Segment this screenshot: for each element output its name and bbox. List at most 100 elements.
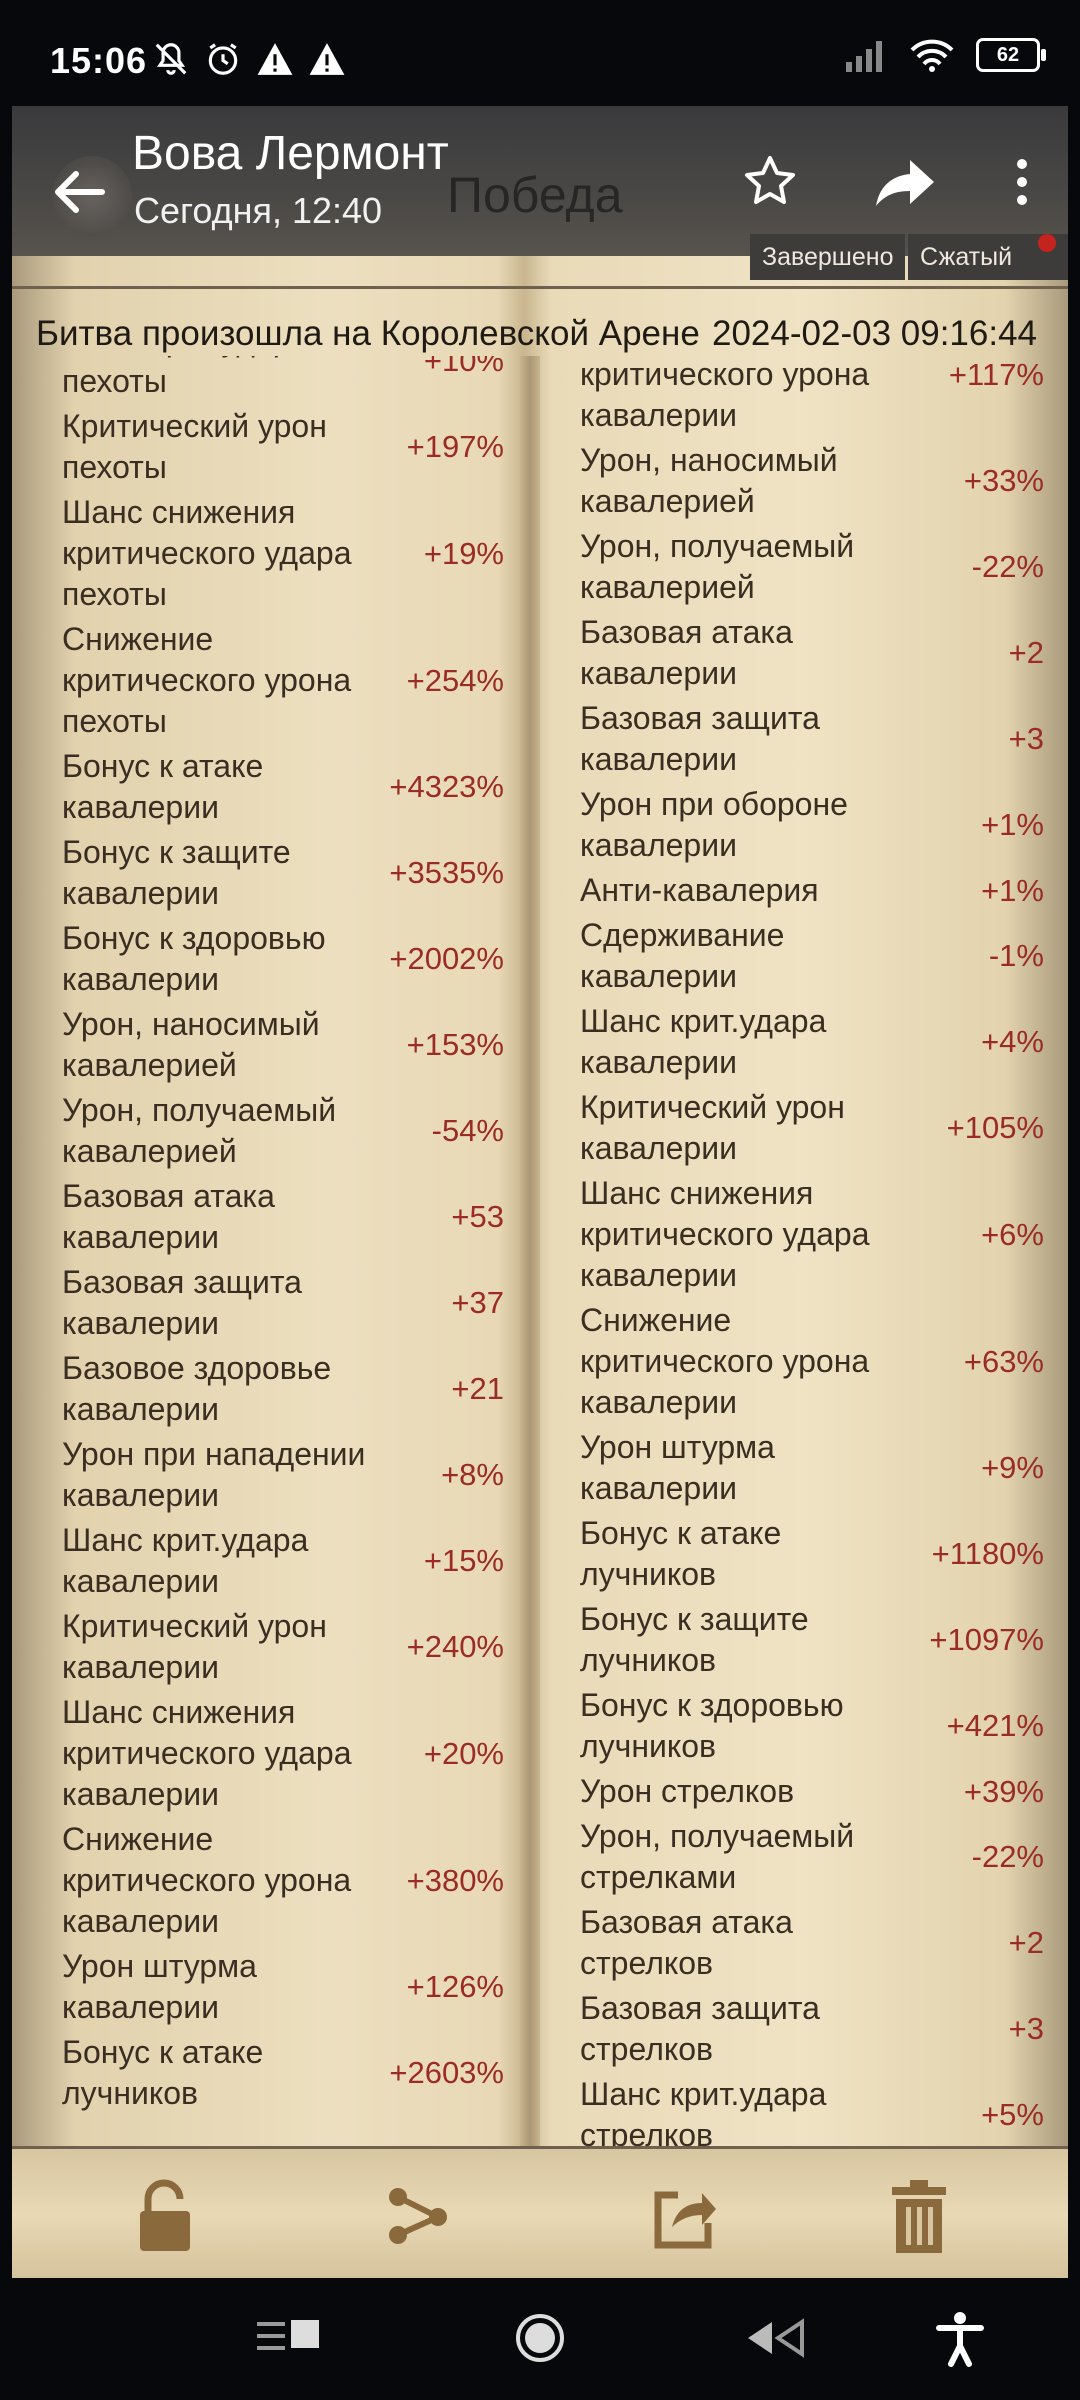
export-icon[interactable] xyxy=(648,2177,718,2255)
stat-row: Урон штурма кавалерии +9% xyxy=(544,1425,1068,1511)
stat-row: Урон, наносимый кавалерией +153% xyxy=(12,1002,524,1088)
stat-row: Сдерживание кавалерии -1% xyxy=(544,913,1068,999)
forward-share-icon[interactable] xyxy=(870,150,940,214)
stat-row: Бонус к атаке лучников +1180% xyxy=(544,1511,1068,1597)
stat-value: +8% xyxy=(441,1457,504,1492)
stat-value: +33% xyxy=(963,463,1044,498)
back-arrow-icon[interactable] xyxy=(40,152,120,232)
stat-value: +2 xyxy=(1008,635,1044,670)
stat-label: Шанс крит.удара кавалерии xyxy=(62,1522,309,1599)
stat-row: Урон, получаемый кавалерией -54% xyxy=(12,1088,524,1174)
stat-value: +10% xyxy=(423,356,504,378)
stat-value: +4% xyxy=(981,1024,1044,1059)
tab-compact[interactable]: Сжатый xyxy=(908,234,1068,280)
stat-label: Базовая защита кавалерии xyxy=(62,1264,302,1341)
stat-row: Бонус к защите лучников +1097% xyxy=(544,1597,1068,1683)
stat-label: Базовое здоровье кавалерии xyxy=(62,1350,332,1427)
stat-label: Бонус к защите лучников xyxy=(580,1601,809,1678)
stat-row: Бонус к защите кавалерии +3535% xyxy=(12,830,524,916)
stat-label: Бонус к здоровью лучников xyxy=(580,1687,844,1764)
stat-label: Урон, получаемый стрелками xyxy=(580,1818,855,1895)
stat-label: Анти-кавалерия xyxy=(580,872,819,908)
stat-row: Урон стрелков +39% xyxy=(544,1769,1068,1814)
stat-row: Бонус к атаке лучников +2603% xyxy=(12,2030,524,2116)
stat-value: +3 xyxy=(1008,721,1044,756)
stat-row: Снижение критического урона кавалерии +11… xyxy=(544,356,1068,438)
warning-icon xyxy=(309,43,345,75)
stat-label: Шанс снижения критического удара кавалер… xyxy=(62,1694,352,1812)
stat-value: +53 xyxy=(451,1199,504,1234)
sender-name: Вова Лермонт xyxy=(132,127,449,180)
stat-row: Снижение критического урона пехоты +254% xyxy=(12,617,524,744)
stat-label: Базовая защита кавалерии xyxy=(580,700,820,777)
stat-value: +3535% xyxy=(389,855,504,890)
stat-value: -22% xyxy=(971,549,1044,584)
stat-row: Бонус к атаке кавалерии +4323% xyxy=(12,744,524,830)
stat-label: Сдерживание кавалерии xyxy=(580,917,785,994)
stat-row: Шанс крит.удара пехоты +10% xyxy=(12,356,524,404)
stat-value: +153% xyxy=(406,1027,504,1062)
stat-value: +5% xyxy=(981,2097,1044,2132)
stat-row: Урон, получаемый стрелками -22% xyxy=(544,1814,1068,1900)
stat-value: -22% xyxy=(971,1839,1044,1874)
stat-value: +1180% xyxy=(931,1536,1044,1571)
signal-icon xyxy=(846,41,882,72)
battle-location: Битва произошла на Королевской Арене xyxy=(36,314,700,353)
home-icon[interactable] xyxy=(505,2308,575,2368)
stat-row: Анти-кавалерия +1% xyxy=(544,868,1068,913)
stats-panel[interactable]: Шанс крит.удара пехоты +10% Критический ур… xyxy=(12,356,1068,2238)
stat-label: Снижение критического урона пехоты xyxy=(62,621,352,739)
stat-label: Шанс крит.удара стрелков xyxy=(580,2076,827,2153)
stat-label: Критический урон пехоты xyxy=(62,408,327,485)
stat-value: -1% xyxy=(988,938,1044,973)
stat-value: +117% xyxy=(948,356,1044,392)
recents-icon[interactable] xyxy=(255,2308,325,2368)
game-bottom-bar xyxy=(12,2146,1068,2278)
stat-label: Бонус к атаке лучников xyxy=(62,2034,264,2111)
stat-label: Шанс крит.удара пехоты xyxy=(62,356,308,399)
stat-label: Урон, получаемый кавалерией xyxy=(62,1092,337,1169)
stat-label: Снижение критического урона кавалерии xyxy=(62,1821,352,1939)
sent-time: Сегодня, 12:40 xyxy=(134,190,383,231)
stat-value: +1% xyxy=(981,872,1044,908)
battle-result-title: Победа xyxy=(447,167,623,223)
stat-value: +126% xyxy=(406,1969,504,2004)
stat-row: Снижение критического урона кавалерии +38… xyxy=(12,1817,524,1944)
star-icon[interactable] xyxy=(738,150,802,214)
stat-value: +3 xyxy=(1008,2011,1044,2046)
more-vert-icon[interactable] xyxy=(1002,150,1042,214)
stat-value: +254% xyxy=(406,662,504,698)
stat-row: Критический урон пехоты +197% xyxy=(12,404,524,490)
stat-value: +2002% xyxy=(389,941,504,976)
stat-row: Базовая защита кавалерии +37 xyxy=(12,1260,524,1346)
battery-indicator: 62 xyxy=(976,38,1046,72)
lock-icon[interactable] xyxy=(130,2177,200,2255)
stat-label: Шанс крит.удара кавалерии xyxy=(580,1003,827,1080)
stat-row: Урон, получаемый кавалерией -22% xyxy=(544,524,1068,610)
alarm-icon xyxy=(208,43,238,75)
stat-value: +20% xyxy=(423,1735,504,1771)
stat-label: Снижение критического урона кавалерии xyxy=(580,1302,870,1420)
stat-value: +9% xyxy=(981,1450,1044,1485)
trash-icon[interactable] xyxy=(884,2177,954,2255)
divider xyxy=(12,286,1068,289)
stat-value: +6% xyxy=(981,1216,1044,1252)
stat-label: Урон при обороне кавалерии xyxy=(580,786,848,863)
stat-label: Бонус к защите кавалерии xyxy=(62,834,291,911)
tab-completed[interactable]: Завершено xyxy=(750,234,906,280)
accessibility-icon[interactable] xyxy=(925,2308,995,2368)
stat-value: +15% xyxy=(423,1543,504,1578)
stat-label: Урон штурма кавалерии xyxy=(580,1429,775,1506)
stat-row: Шанс снижения критического удара пехоты +… xyxy=(12,490,524,617)
stat-value: +380% xyxy=(406,1862,504,1898)
stat-row: Базовая атака стрелков +2 xyxy=(544,1900,1068,1986)
stat-label: Урон, наносимый кавалерией xyxy=(580,442,838,519)
stat-label: Базовая защита стрелков xyxy=(580,1990,820,2067)
stat-value: +421% xyxy=(946,1708,1044,1743)
stat-row: Бонус к здоровью кавалерии +2002% xyxy=(12,916,524,1002)
back-icon[interactable] xyxy=(740,2308,810,2368)
clock: 15:06 xyxy=(50,40,148,81)
stat-value: +105% xyxy=(946,1110,1044,1145)
share-nodes-icon[interactable] xyxy=(382,2177,452,2255)
stat-row: Урон при обороне кавалерии +1% xyxy=(544,782,1068,868)
